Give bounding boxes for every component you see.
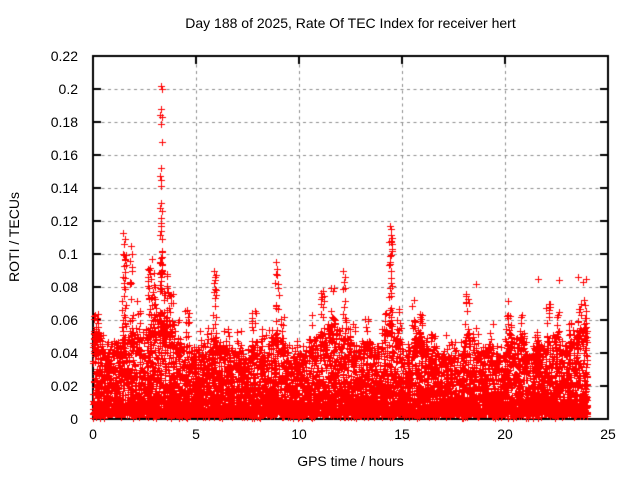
y-tick-label: 0.02 (50, 378, 78, 394)
x-tick-label: 20 (497, 426, 513, 442)
x-axis-label: GPS time / hours (297, 453, 404, 469)
y-tick-label: 0.2 (58, 81, 78, 97)
x-tick-label: 15 (394, 426, 410, 442)
y-tick-label: 0.06 (50, 312, 78, 328)
y-tick-label: 0.12 (50, 213, 78, 229)
x-tick-label: 25 (600, 426, 616, 442)
y-tick-label: 0.22 (50, 48, 78, 64)
x-tick-label: 0 (89, 426, 97, 442)
y-axis-label: ROTI / TECUs (6, 192, 22, 282)
y-tick-label: 0.16 (50, 147, 78, 163)
y-tick-label: 0.04 (50, 345, 78, 361)
y-tick-label: 0.18 (50, 114, 78, 130)
y-tick-label: 0.14 (50, 180, 78, 196)
x-tick-label: 10 (291, 426, 307, 442)
y-tick-label: 0.1 (58, 246, 78, 262)
y-tick-label: 0 (70, 411, 78, 427)
x-tick-label: 5 (192, 426, 200, 442)
chart-title: Day 188 of 2025, Rate Of TEC Index for r… (185, 15, 516, 31)
y-tick-label: 0.08 (50, 279, 78, 295)
